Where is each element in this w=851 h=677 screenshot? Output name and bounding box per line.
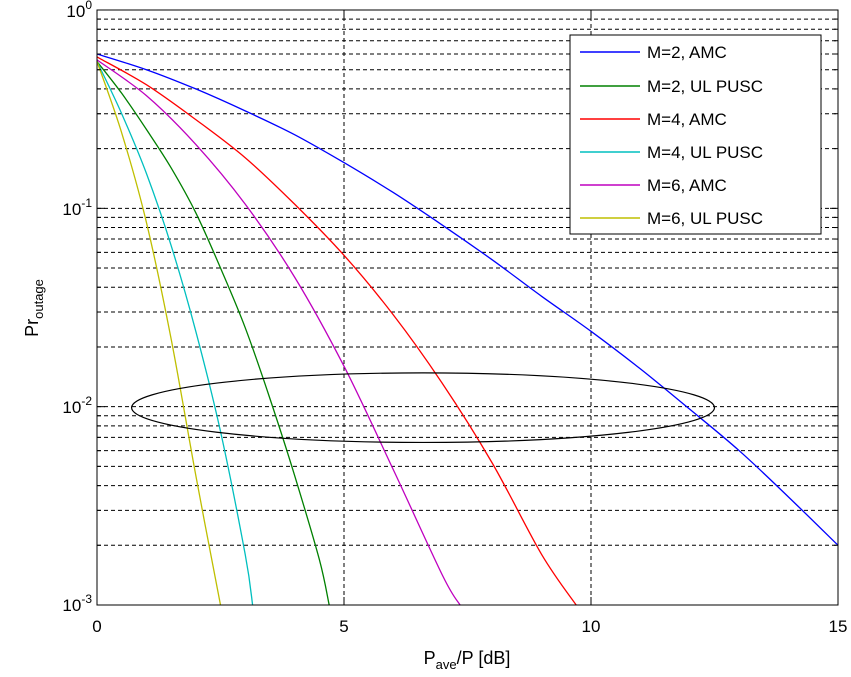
legend: M=2, AMC M=2, UL PUSC M=4, AMC M=4, UL P… (569, 34, 822, 235)
series-line (96, 59, 461, 606)
highlight-ellipse (130, 372, 716, 444)
x-tick-label: 10 (582, 617, 601, 636)
legend-box (569, 34, 822, 235)
plot-frame (96, 9, 839, 606)
x-tick-label: 0 (92, 617, 101, 636)
y-tick-labels: 10-3 10-2 10-1 100 (62, 0, 92, 615)
x-tick-label: 15 (829, 617, 848, 636)
legend-entry: M=6, AMC (647, 176, 727, 195)
legend-entry: M=6, UL PUSC (647, 209, 763, 228)
y-tick-label: 10-2 (62, 394, 92, 417)
series-line (96, 61, 222, 606)
x-tick-labels: 0 5 10 15 (92, 617, 847, 636)
y-tick-label: 10-3 (62, 592, 92, 615)
x-axis-label: Pave/P [dB] (424, 648, 511, 672)
legend-entry: M=2, AMC (647, 43, 727, 62)
tick-marks (96, 10, 839, 605)
x-tick-label: 5 (339, 617, 348, 636)
y-tick-label: 10-1 (62, 196, 92, 219)
legend-entry: M=2, UL PUSC (647, 77, 763, 96)
series-line (96, 61, 254, 606)
series-line (96, 53, 839, 546)
series-line (96, 56, 577, 606)
legend-entry: M=4, AMC (647, 110, 727, 129)
series-lines (96, 53, 839, 606)
y-tick-label: 100 (66, 0, 92, 21)
legend-entry: M=4, UL PUSC (647, 143, 763, 162)
y-axis-label: Proutage (22, 279, 46, 337)
series-line (96, 61, 330, 606)
